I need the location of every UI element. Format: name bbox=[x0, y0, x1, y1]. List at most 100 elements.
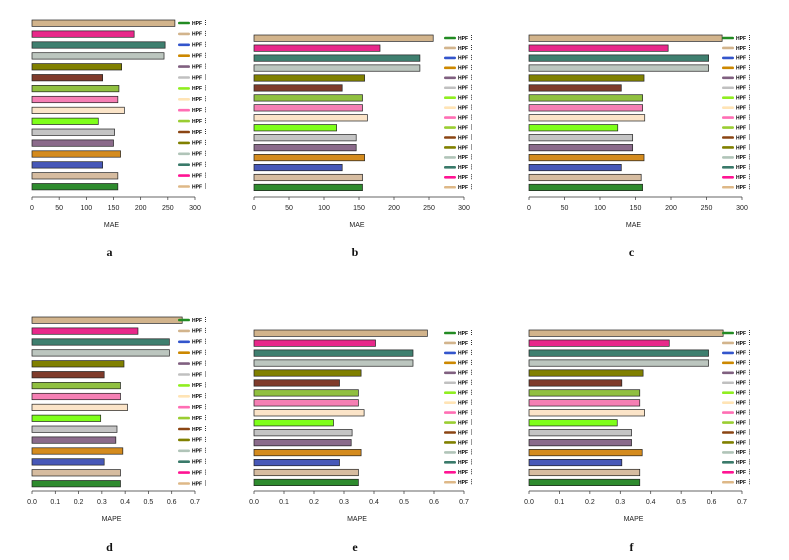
x-tick-label: 0 bbox=[252, 205, 256, 212]
bar bbox=[253, 54, 421, 62]
legend-swatch bbox=[722, 176, 734, 179]
legend-label: HPF bbox=[736, 371, 746, 377]
legend-swatch bbox=[722, 166, 734, 169]
legend-swatch bbox=[722, 156, 734, 159]
legend-label: HPF bbox=[736, 480, 746, 486]
legend-swatch bbox=[178, 427, 190, 431]
legend-label: HPF bbox=[458, 410, 468, 416]
legend-swatch bbox=[444, 66, 456, 70]
bar bbox=[253, 144, 357, 152]
legend-label: HPF bbox=[736, 351, 746, 357]
legend-label: HPF bbox=[458, 351, 468, 357]
legend-label: HPF bbox=[458, 135, 468, 141]
bar bbox=[253, 419, 334, 427]
legend-label: HPF bbox=[192, 416, 202, 422]
legend-swatch bbox=[444, 471, 456, 474]
bar bbox=[528, 419, 618, 427]
x-tick-label: 200 bbox=[135, 205, 147, 212]
bar bbox=[528, 74, 645, 82]
panel-label: b bbox=[352, 245, 359, 259]
legend-label: HPF bbox=[458, 400, 468, 406]
panel-c: HPF HPF HPF HPF HPF HPF HPF HPF HPF HPF HPF HPF HPF H… bbox=[527, 34, 750, 259]
bar bbox=[528, 84, 622, 92]
legend-swatch bbox=[444, 331, 456, 335]
bar bbox=[253, 84, 343, 92]
bar bbox=[31, 117, 99, 125]
legend-label: HPF bbox=[736, 115, 746, 121]
bar bbox=[253, 389, 359, 397]
legend-swatch bbox=[178, 87, 190, 90]
legend-label: HPF bbox=[192, 173, 202, 179]
bar bbox=[253, 429, 353, 437]
x-tick-label: 50 bbox=[285, 205, 293, 212]
legend-swatch bbox=[444, 381, 456, 385]
legend-label: HPF bbox=[458, 381, 468, 387]
x-tick-label: 50 bbox=[561, 205, 569, 212]
legend-label: HPF bbox=[736, 400, 746, 406]
bar bbox=[528, 64, 709, 72]
legend-label: HPF bbox=[736, 361, 746, 367]
legend-swatch bbox=[722, 56, 734, 60]
legend-swatch bbox=[178, 119, 190, 123]
legend-swatch bbox=[722, 391, 734, 394]
bar bbox=[528, 459, 623, 467]
legend-swatch bbox=[444, 126, 456, 129]
bar bbox=[528, 379, 623, 387]
bar bbox=[31, 150, 121, 158]
bar bbox=[31, 480, 121, 488]
bar bbox=[253, 478, 359, 487]
x-tick-label: 0.5 bbox=[144, 499, 154, 506]
legend-label: HPF bbox=[736, 125, 746, 131]
legend-label: HPF bbox=[192, 119, 202, 125]
legend-swatch bbox=[722, 431, 734, 434]
legend-label: HPF bbox=[192, 152, 202, 158]
bar bbox=[31, 85, 120, 93]
legend-label: HPF bbox=[736, 470, 746, 476]
legend-label: HPF bbox=[192, 141, 202, 147]
legend-label: HPF bbox=[736, 420, 746, 426]
x-tick-label: 300 bbox=[189, 205, 201, 212]
panel-b: HPF HPF HPF HPF HPF HPF HPF HPF HPF HPF HPF HPF HPF H… bbox=[252, 34, 472, 259]
legend-label: HPF bbox=[192, 163, 202, 169]
bar bbox=[31, 74, 103, 82]
legend-swatch bbox=[178, 141, 190, 145]
bar bbox=[31, 139, 114, 147]
x-tick-label: 0.0 bbox=[27, 499, 37, 506]
legend-label: HPF bbox=[192, 449, 202, 455]
legend-swatch bbox=[444, 176, 456, 179]
legend-label: HPF bbox=[458, 115, 468, 121]
legend-label: HPF bbox=[736, 460, 746, 466]
legend-swatch bbox=[722, 441, 734, 444]
x-tick-label: 100 bbox=[80, 205, 92, 212]
bar bbox=[31, 360, 125, 368]
x-tick-label: 0.2 bbox=[74, 499, 84, 506]
legend-swatch bbox=[722, 421, 734, 424]
x-tick-label: 0.0 bbox=[524, 499, 534, 506]
bar bbox=[253, 94, 363, 102]
bar bbox=[31, 382, 121, 390]
legend-swatch bbox=[178, 76, 190, 79]
legend-swatch bbox=[444, 461, 456, 464]
legend-label: HPF bbox=[192, 351, 202, 357]
legend-swatch bbox=[178, 32, 190, 36]
legend-swatch bbox=[178, 438, 190, 442]
legend-swatch bbox=[444, 156, 456, 159]
panel-label: d bbox=[106, 540, 113, 554]
legend-swatch bbox=[722, 341, 734, 345]
x-tick-label: 0.2 bbox=[585, 499, 595, 506]
legend-swatch bbox=[178, 152, 190, 156]
x-tick-label: 0.1 bbox=[555, 499, 565, 506]
bar bbox=[253, 104, 363, 112]
legend-swatch bbox=[178, 318, 190, 322]
bar bbox=[253, 114, 368, 122]
legend-label: HPF bbox=[458, 96, 468, 102]
bar bbox=[528, 154, 645, 162]
legend-label: HPF bbox=[192, 460, 202, 466]
legend-swatch bbox=[178, 362, 190, 365]
legend-label: HPF bbox=[458, 56, 468, 62]
legend-swatch bbox=[722, 451, 734, 454]
bar bbox=[31, 63, 123, 71]
bar bbox=[31, 128, 115, 136]
x-tick-label: 0.2 bbox=[309, 499, 319, 506]
